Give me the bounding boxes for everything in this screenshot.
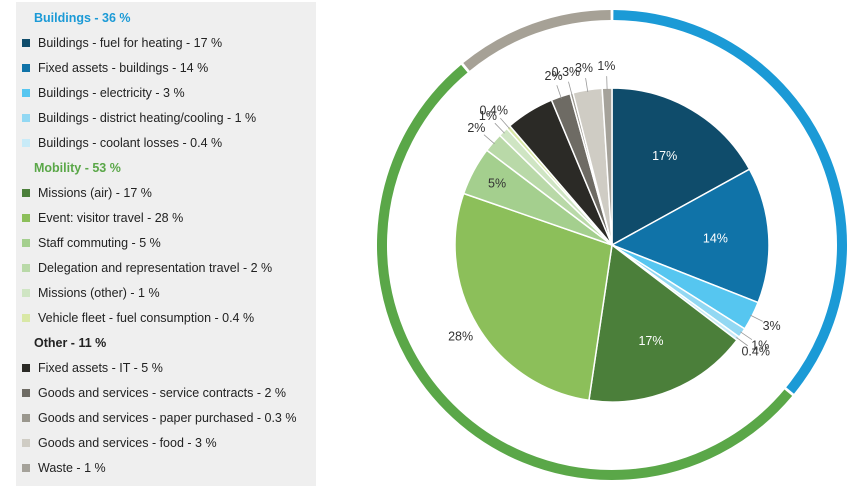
inner-pie: [454, 87, 770, 403]
leader-line: [568, 81, 573, 96]
legend-swatch: [22, 89, 30, 97]
legend-label: Event: visitor travel - 28 %: [38, 211, 184, 225]
slice-data-label: 3%: [575, 61, 593, 75]
slice-labels: 17%14%3%1%0.4%17%28%5%2%1%0.4%2%0.3%3% 1%: [448, 59, 781, 359]
legend-swatch: [22, 239, 30, 247]
slice-data-label: 1%: [597, 59, 615, 73]
leader-line: [556, 85, 562, 99]
legend-label: Buildings - coolant losses - 0.4 %: [38, 136, 223, 150]
legend-label: Delegation and representation travel - 2…: [38, 261, 273, 275]
legend-label: Fixed assets - IT - 5 %: [38, 361, 163, 375]
legend-label: Goods and services - food - 3 %: [38, 436, 217, 450]
legend-panel: Buildings - 36 % Buildings - fuel for hea…: [16, 2, 316, 486]
leader-line: [750, 314, 763, 322]
legend-label: Goods and services - service contracts -…: [38, 386, 287, 400]
legend-label: Goods and services - paper purchased - 0…: [38, 411, 297, 425]
ring-segment-other: [463, 10, 611, 71]
legend-item: Missions (air) - 17 %: [16, 183, 152, 203]
slice-data-label: 14%: [703, 231, 728, 245]
slice-data-label: 0.4%: [479, 104, 508, 118]
legend-swatch: [22, 464, 30, 472]
ring-segment-buildings: [613, 10, 847, 394]
slice-data-label: 5%: [488, 177, 506, 191]
legend-swatch: [22, 114, 30, 122]
slice-data-label: 3%: [763, 319, 781, 333]
legend-swatch: [22, 139, 30, 147]
leader-line: [740, 331, 753, 341]
legend-item: Buildings - electricity - 3 %: [16, 83, 185, 103]
slice-data-label: 1%: [751, 338, 769, 352]
legend-item: Buildings - district heating/cooling - 1…: [16, 108, 256, 128]
pie-slice-fixed-assets-buildings-14: [610, 168, 770, 304]
slice-data-label: 28%: [448, 330, 473, 344]
pie-slice-missions-air-17: [588, 243, 738, 403]
legend-label: Other - 11 %: [34, 336, 107, 350]
slice-data-label: 0.3%: [552, 65, 581, 79]
legend-item: Delegation and representation travel - 2…: [16, 258, 272, 278]
legend-swatch: [22, 364, 30, 372]
legend-group-header: Buildings - 36 %: [16, 8, 131, 28]
legend-item: Staff commuting - 5 %: [16, 233, 161, 253]
ring-segment-mobility: [377, 64, 793, 480]
legend-swatch: [22, 64, 30, 72]
legend-label: Waste - 1 %: [38, 461, 106, 475]
legend-label: Vehicle fleet - fuel consumption - 0.4 %: [38, 311, 255, 325]
slice-data-label: 1%: [479, 109, 497, 123]
legend-item: Waste - 1 %: [16, 458, 106, 478]
slice-data-label: 2%: [545, 69, 563, 83]
legend-label: Buildings - electricity - 3 %: [38, 86, 185, 100]
slice-data-label: 17%: [652, 149, 677, 163]
leader-line: [500, 117, 510, 129]
legend-group-header: Mobility - 53 %: [16, 158, 121, 178]
legend-item: Event: visitor travel - 28 %: [16, 208, 183, 228]
leader-line: [494, 122, 505, 134]
legend-swatch: [22, 314, 30, 322]
legend-group-header: Other - 11 %: [16, 333, 106, 353]
legend-label: Staff commuting - 5 %: [38, 236, 161, 250]
legend-item: Fixed assets - buildings - 14 %: [16, 58, 208, 78]
legend-swatch: [22, 414, 30, 422]
slice-data-label: 0.4%: [741, 345, 770, 359]
legend-label: Missions (other) - 1 %: [38, 286, 160, 300]
legend-label: Buildings - fuel for heating - 17 %: [38, 36, 223, 50]
legend-label: Mobility - 53 %: [34, 161, 121, 175]
legend-label: Missions (air) - 17 %: [38, 186, 152, 200]
pie-slice-buildings-fuel-for-heating-17: [611, 87, 751, 247]
legend-swatch: [22, 289, 30, 297]
legend-item: Buildings - coolant losses - 0.4 %: [16, 133, 222, 153]
slice-data-label: 2%: [467, 121, 485, 135]
legend-label: Buildings - district heating/cooling - 1…: [38, 111, 257, 125]
leader-line: [736, 337, 748, 347]
legend-swatch: [22, 39, 30, 47]
legend-item: Goods and services - paper purchased - 0…: [16, 408, 296, 428]
legend-item: Goods and services - food - 3 %: [16, 433, 217, 453]
leader-line: [585, 78, 589, 92]
legend-item: Missions (other) - 1 %: [16, 283, 160, 303]
legend-swatch: [22, 214, 30, 222]
legend-label: Fixed assets - buildings - 14 %: [38, 61, 209, 75]
slice-data-label: 17%: [638, 334, 663, 348]
legend-item: Buildings - fuel for heating - 17 %: [16, 33, 222, 53]
legend-swatch: [22, 389, 30, 397]
legend-item: Vehicle fleet - fuel consumption - 0.4 %: [16, 308, 254, 328]
legend-item: Goods and services - service contracts -…: [16, 383, 286, 403]
legend-swatch: [22, 264, 30, 272]
legend-swatch: [22, 439, 30, 447]
outer-ring: [377, 10, 847, 480]
pie-slice-event-visitor-travel-28: [454, 192, 613, 402]
legend-swatch: [22, 189, 30, 197]
leader-line: [483, 134, 495, 145]
legend-label: Buildings - 36 %: [34, 11, 131, 25]
legend-item: Fixed assets - IT - 5 %: [16, 358, 163, 378]
